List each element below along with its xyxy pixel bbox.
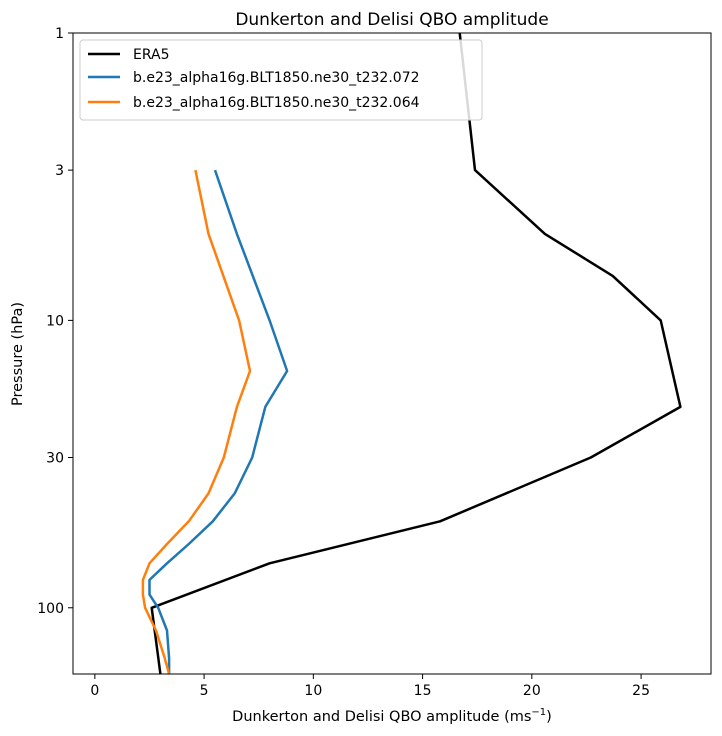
y-tick-label-30: 30 <box>46 451 64 467</box>
y-tick-label-10: 10 <box>46 313 64 329</box>
series-line-run-072 <box>148 169 289 674</box>
chart-title: Dunkerton and Delisi QBO amplitude <box>235 10 548 30</box>
x-tick-label-15: 15 <box>414 683 432 699</box>
x-tick-label-0: 0 <box>90 683 99 699</box>
y-axis: 1 3 10 30 100 <box>37 26 73 617</box>
legend-label-run-064: b.e23_alpha16g.BLT1850.ne30_t232.064 <box>133 95 420 111</box>
x-tick-label-10: 10 <box>304 683 322 699</box>
y-tick-label-1: 1 <box>55 26 64 42</box>
series-line-era5 <box>150 32 682 675</box>
legend-label-run-072: b.e23_alpha16g.BLT1850.ne30_t232.072 <box>133 70 420 86</box>
x-tick-label-5: 5 <box>200 683 209 699</box>
legend-label-era5: ERA5 <box>133 47 170 63</box>
plot-frame <box>72 32 712 675</box>
y-tick-label-3: 3 <box>55 163 64 179</box>
x-tick-label-25: 25 <box>632 683 650 699</box>
legend-box <box>79 39 483 121</box>
legend: ERA5 b.e23_alpha16g.BLT1850.ne30_t232.07… <box>79 39 483 121</box>
x-axis-label: Dunkerton and Delisi QBO amplitude (ms−1… <box>232 707 552 725</box>
x-axis-label-superscript: −1 <box>531 707 546 718</box>
y-axis-label: Pressure (hPa) <box>10 302 26 406</box>
x-tick-label-20: 20 <box>523 683 541 699</box>
series-line-run-064 <box>141 169 252 675</box>
plot-lines <box>141 32 682 675</box>
x-axis: 0 5 10 15 20 25 <box>90 674 650 699</box>
y-tick-label-100: 100 <box>37 601 64 617</box>
